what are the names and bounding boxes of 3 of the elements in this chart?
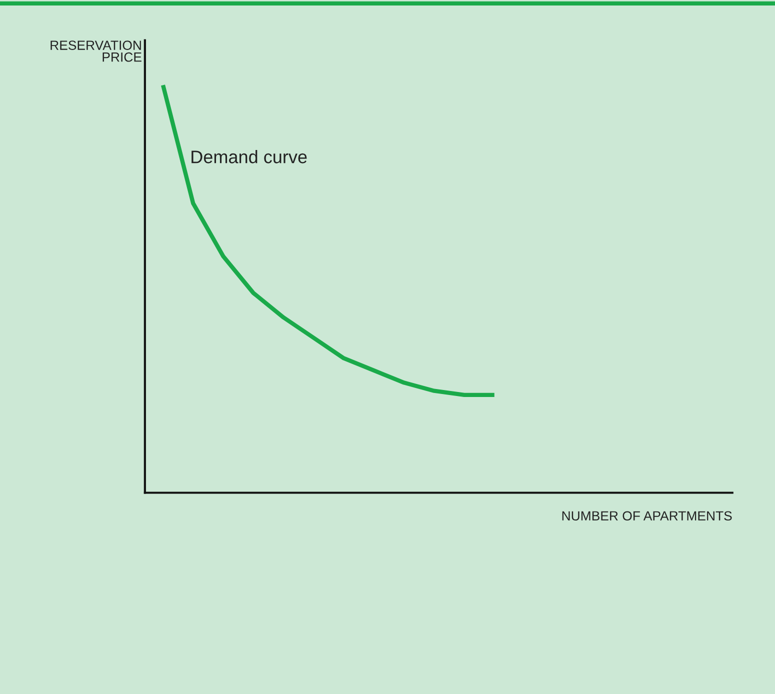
x-axis-title: NUMBER OF APARTMENTS — [562, 511, 732, 521]
series-label: Demand curve — [192, 150, 307, 164]
y-axis-title: RESERVATION PRICE — [50, 40, 142, 62]
